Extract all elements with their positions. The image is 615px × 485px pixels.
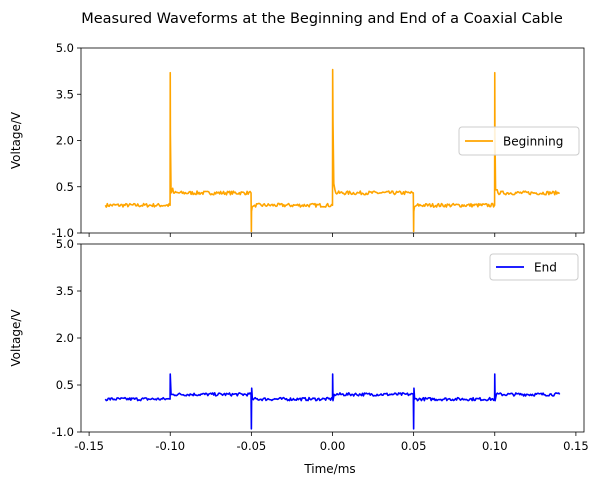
bottom-panel: -1.0 0.5 2.0 3.5 5.0 -0.15 -0.10 -0.05 0.00 0.05 0… [9, 237, 589, 453]
x-tick-label: -0.10 [155, 439, 185, 453]
legend: Beginning [458, 126, 580, 156]
y-axis-label: Voltage/V [9, 309, 23, 367]
y-tick-label: -1.0 [52, 425, 74, 439]
legend-label: End [534, 261, 557, 275]
x-tick-label: 0.10 [482, 439, 508, 453]
x-tick-label: -0.05 [236, 439, 266, 453]
y-tick-label: 0.5 [56, 378, 74, 392]
chart-title: Measured Waveforms at the Beginning and … [81, 11, 563, 27]
legend-label: Beginning [503, 135, 563, 149]
y-tick-label: 2.0 [56, 331, 74, 345]
y-tick-label: 5.0 [56, 41, 74, 55]
x-tick-label: 0.15 [563, 439, 589, 453]
series-line-end [104, 373, 561, 430]
x-tick-label: 0.05 [401, 439, 427, 453]
x-tick-label: -0.15 [74, 439, 104, 453]
top-panel: -1.0 0.5 2.0 3.5 5.0 Voltage/V Beginning [9, 41, 585, 240]
legend-box [489, 253, 579, 281]
y-tick-label: 0.5 [56, 180, 74, 194]
y-tick-label: 2.0 [56, 134, 74, 148]
y-axis-label: Voltage/V [9, 111, 23, 169]
y-tick-label: 3.5 [56, 87, 74, 101]
x-tick-label: 0.00 [320, 439, 346, 453]
legend-box [458, 126, 580, 156]
legend: End [489, 253, 579, 281]
y-tick-label: -1.0 [52, 226, 74, 240]
y-tick-label: 3.5 [56, 284, 74, 298]
x-axis-label: Time/ms [303, 462, 355, 476]
series-line-beginning [104, 68, 560, 233]
y-tick-label: 5.0 [56, 237, 74, 251]
